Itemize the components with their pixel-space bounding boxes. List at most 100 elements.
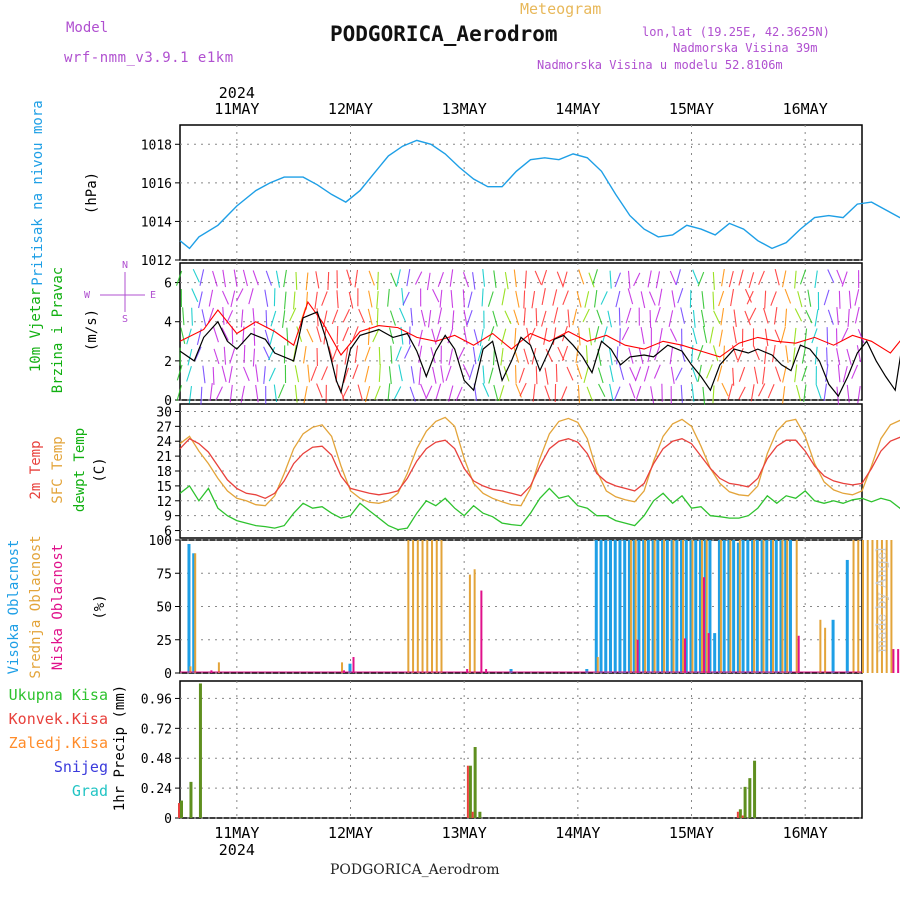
panel-frame-cloud [179,539,863,674]
y-tick-label: 100 [149,534,172,549]
station-title: PODGORICA_Aerodrom [330,22,558,46]
wind-barb [357,384,363,401]
wind-barb [264,289,269,307]
wind-barb [482,268,486,287]
cloud-bar-mid [194,553,197,673]
wind-barb [697,271,705,287]
wind-barb [472,346,477,365]
cloud-bar-high [770,540,774,673]
cloud-bar-high [694,540,698,673]
wind-barb [697,344,704,361]
wind-barb [418,367,422,385]
x-label-bottom: 14MAY [555,824,600,842]
wind-barb [773,307,778,325]
wind-barb [321,366,328,381]
wind-barb [732,326,737,344]
wind-barb [390,345,393,364]
wind-barb [425,385,433,400]
wind-barb [233,269,238,287]
panel-frame-temperature [179,403,863,539]
cloud-bar-mid [729,540,732,673]
x-label-bottom: 11MAY [214,824,259,842]
wind-barb [242,269,248,287]
wind-barb [263,366,266,384]
wind-barb [388,366,392,385]
cloud-bar-high [755,540,759,673]
wind-barb [764,290,767,309]
cloud-bar-mid [880,540,883,673]
wind-barb [541,288,546,306]
cloud-bar-mid [866,540,869,673]
wind-barb [826,347,828,366]
wind-barb [344,347,349,365]
wind-barb [342,385,350,399]
cloud-bar-mid [852,540,855,673]
wind-barb [607,310,613,328]
cloud-bar-low [892,649,895,673]
wind-barb [648,291,656,306]
wind-barb [354,345,359,363]
cloud-bar-high [751,540,755,673]
cloud-bar-high [717,540,721,673]
wind-barb [857,328,865,344]
wind-barb [240,385,245,403]
wind-barb [627,288,634,305]
wind-barb [498,385,505,401]
y-tick-label: 1018 [141,138,172,153]
x-label-bottom: 16MAY [783,824,828,842]
wind-barb [585,345,589,364]
wind-barb [774,268,780,286]
wind-barb [545,348,553,363]
precip-bar-conv [741,815,744,818]
cloud-bar-high [608,540,612,673]
elevation-text: Nadmorska Visina 39m [673,41,818,55]
wind-barb [562,271,568,288]
precip-bar-total [748,778,752,818]
cloud-bar-mid [719,540,722,673]
wind-barb [566,366,574,381]
wind-barb [633,272,641,287]
cloud-bar-mid [440,540,443,673]
wind-barb [785,345,789,363]
y-tick-label: 25 [156,634,172,649]
wind-barb [692,327,698,345]
wind-barb [561,345,569,361]
wind-barb [374,385,381,401]
x-label-top: 14MAY [555,100,600,118]
wind-barb [462,289,465,308]
cloud-bar-high [703,540,707,673]
wind-barb [482,365,485,384]
wind-barb [437,307,443,325]
wind-barb [215,386,223,400]
wind-barb [621,326,630,341]
wind-barb [331,309,339,325]
cloud-bar-mid [705,540,708,673]
wind-barb [586,386,594,402]
y-tick-label: 50 [156,601,172,616]
wind-barb [629,367,637,381]
cloud-bar-mid [885,540,888,673]
cloud-bar-high [509,669,513,673]
wind-barb [814,346,818,365]
wind-barb [515,290,520,308]
wind-barb [801,365,808,382]
wind-barb [468,364,475,380]
wind-barb [466,310,473,326]
wind-barb [628,347,634,364]
wind-barb [410,366,415,384]
x-label-top: 16MAY [783,100,828,118]
wind-barb [746,290,754,305]
wind-barb [504,310,512,325]
cloud-bar-low [480,590,483,673]
wind-barb [748,272,755,289]
wind-barb [426,272,431,291]
wind-barb [738,366,746,382]
cloud-bar-high [774,540,778,673]
precip-legend-item: Ukupna Kisa [9,686,108,704]
wind-barb [336,325,339,344]
cloud-bar-mid [890,540,893,673]
cloud-bar-mid [217,662,220,673]
wind-barb [836,269,843,285]
wind-barb [523,290,526,309]
wind-barb [472,272,476,290]
